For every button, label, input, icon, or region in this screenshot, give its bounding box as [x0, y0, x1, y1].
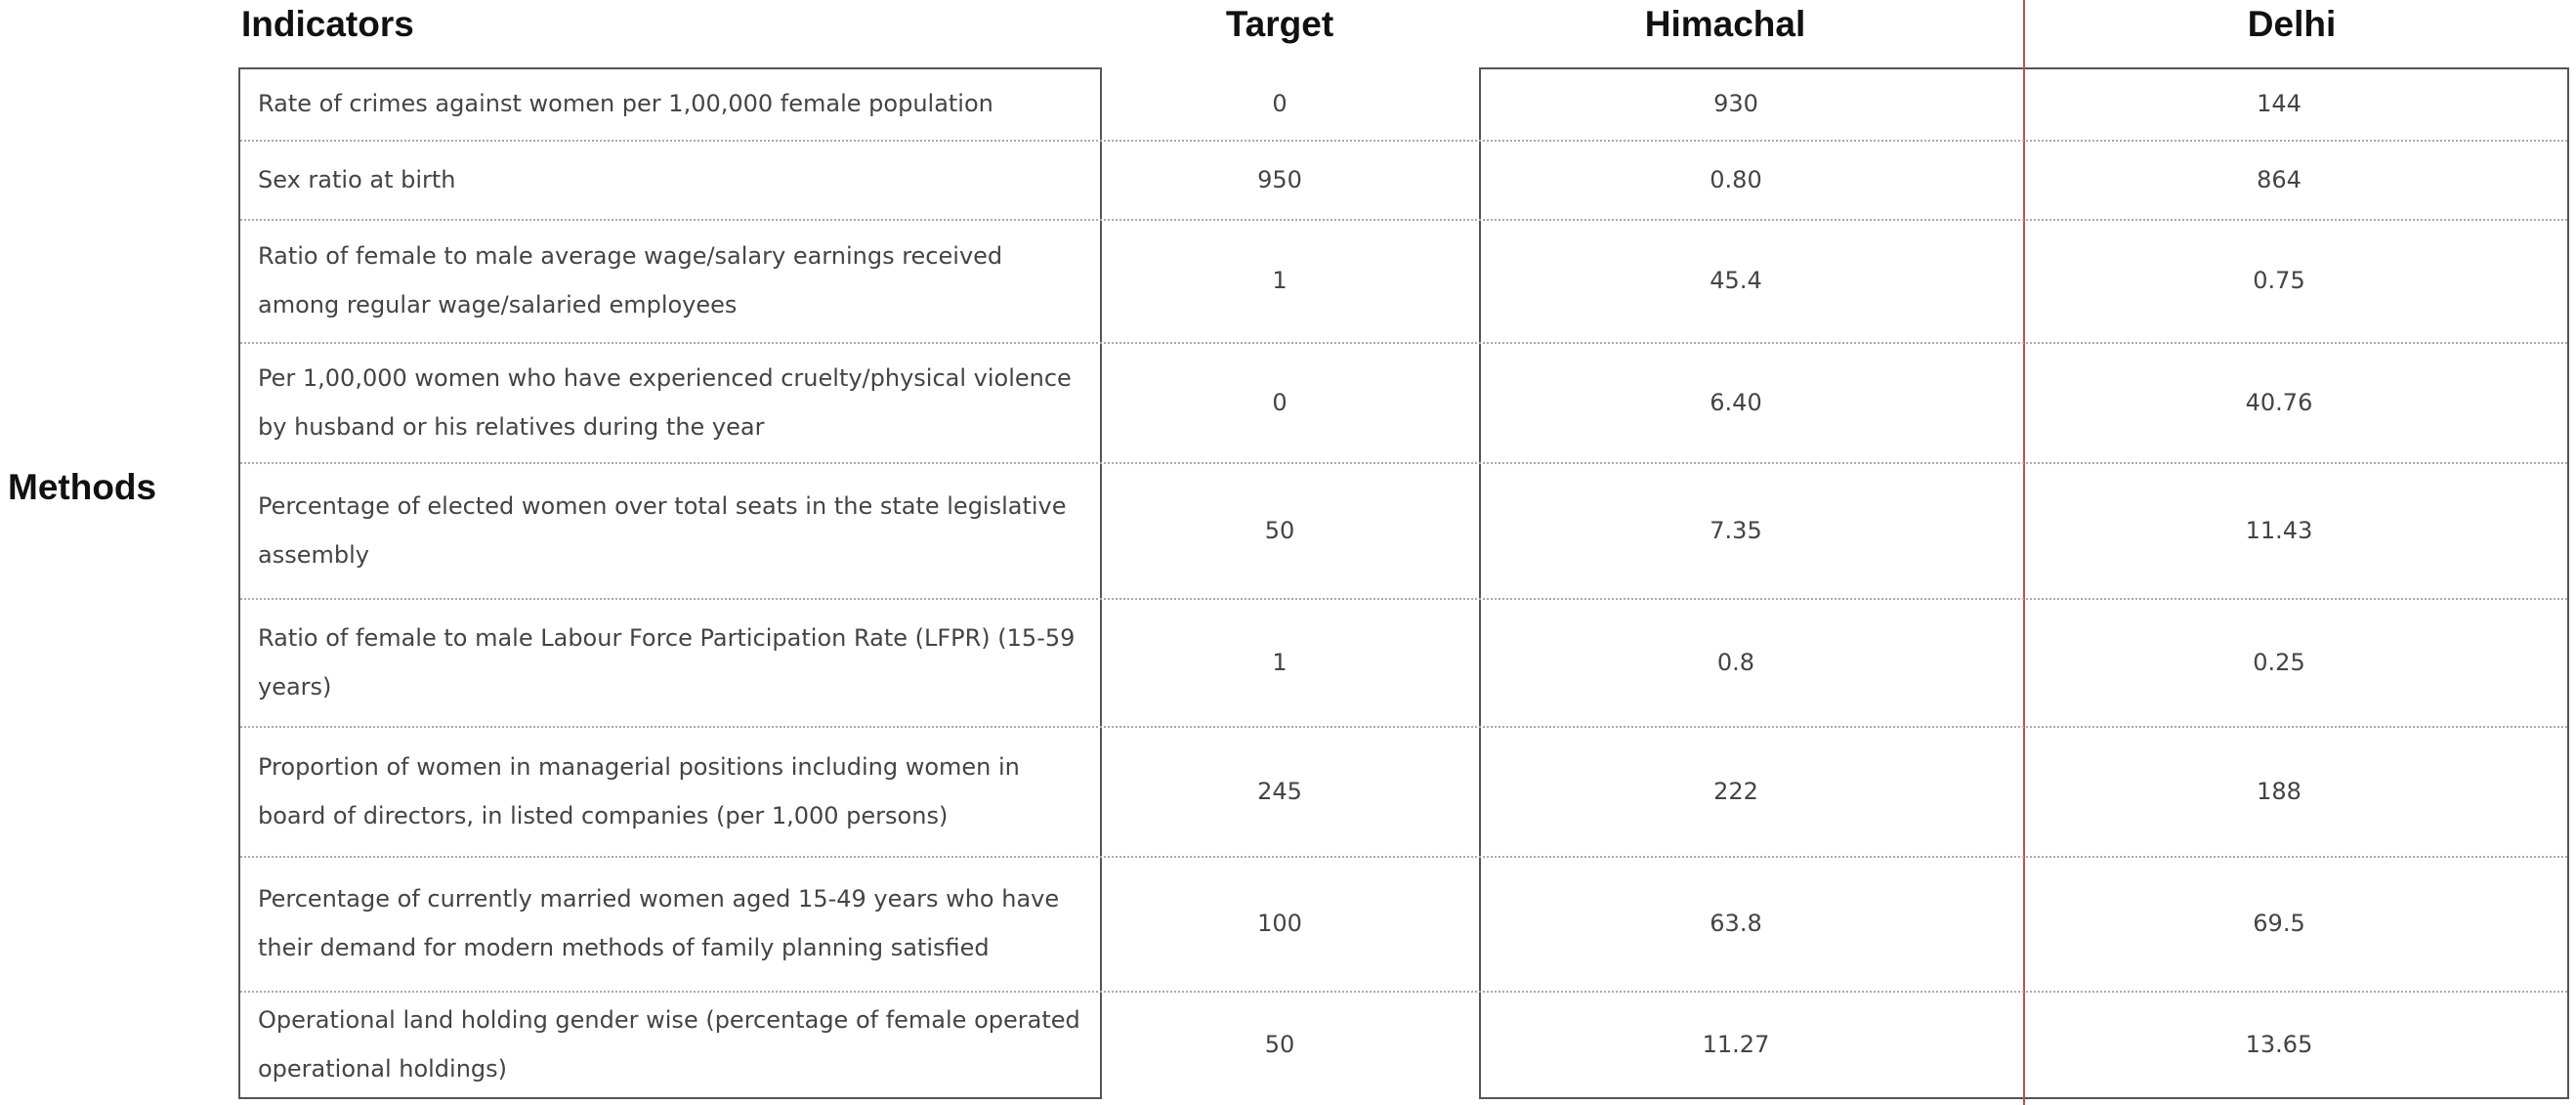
target-cell: 100 [1257, 910, 1302, 937]
himachal-cell: 222 [1713, 777, 1758, 805]
indicator-cell: Operational land holding gender wise (pe… [258, 1006, 1080, 1083]
indicator-cell: Percentage of elected women over total s… [258, 491, 1067, 569]
header-target: Target [1225, 4, 1334, 44]
target-cell: 50 [1264, 1031, 1295, 1058]
delhi-cell: 40.76 [2245, 388, 2313, 416]
indicator-cell: Rate of crimes against women per 1,00,00… [258, 90, 993, 117]
target-cell: 1 [1272, 648, 1288, 676]
side-label: Methods [8, 467, 157, 507]
row-separator [240, 342, 2567, 344]
delhi-cell: 69.5 [2253, 910, 2305, 937]
himachal-cell: 930 [1713, 90, 1758, 117]
indicator-cell: Ratio of female to male average wage/sal… [258, 242, 1003, 319]
indicator-cell: Ratio of female to male Labour Force Par… [258, 623, 1076, 701]
himachal-cell: 6.40 [1710, 388, 1762, 416]
red-guide-line [2023, 0, 2025, 1105]
row-separator [240, 856, 2567, 858]
indicator-cell: Per 1,00,000 women who have experienced … [258, 363, 1072, 441]
header-himachal: Himachal [1644, 4, 1806, 44]
row-separator [240, 140, 2567, 142]
delhi-cell: 0.25 [2253, 648, 2305, 676]
header-delhi: Delhi [2247, 4, 2337, 44]
himachal-cell: 0.80 [1710, 165, 1762, 193]
target-cell: 950 [1257, 165, 1302, 193]
himachal-cell: 63.8 [1710, 910, 1762, 937]
delhi-cell: 11.43 [2245, 516, 2313, 544]
himachal-cell: 45.4 [1710, 267, 1762, 294]
indicator-cell: Sex ratio at birth [258, 165, 456, 193]
target-cell: 245 [1257, 777, 1302, 805]
delhi-cell: 188 [2257, 777, 2302, 805]
indicator-cell: Proportion of women in managerial positi… [258, 752, 1020, 829]
row-separator [240, 462, 2567, 464]
row-separator [240, 726, 2567, 728]
row-separator [240, 598, 2567, 600]
indicator-box [238, 67, 1102, 1099]
delhi-cell: 144 [2257, 90, 2302, 117]
target-cell: 1 [1272, 267, 1288, 294]
himachal-cell: 7.35 [1710, 516, 1762, 544]
target-cell: 0 [1272, 90, 1288, 117]
header-indicators: Indicators [241, 4, 414, 44]
delhi-cell: 0.75 [2253, 267, 2305, 294]
himachal-cell: 0.8 [1716, 648, 1755, 676]
row-separator [240, 991, 2567, 993]
delhi-cell: 864 [2257, 165, 2302, 193]
row-separator [240, 219, 2567, 221]
delhi-cell: 13.65 [2245, 1031, 2313, 1058]
himachal-cell: 11.27 [1702, 1031, 1770, 1058]
indicator-cell: Percentage of currently married women ag… [258, 885, 1060, 961]
target-cell: 50 [1264, 516, 1295, 544]
target-cell: 0 [1272, 388, 1288, 416]
